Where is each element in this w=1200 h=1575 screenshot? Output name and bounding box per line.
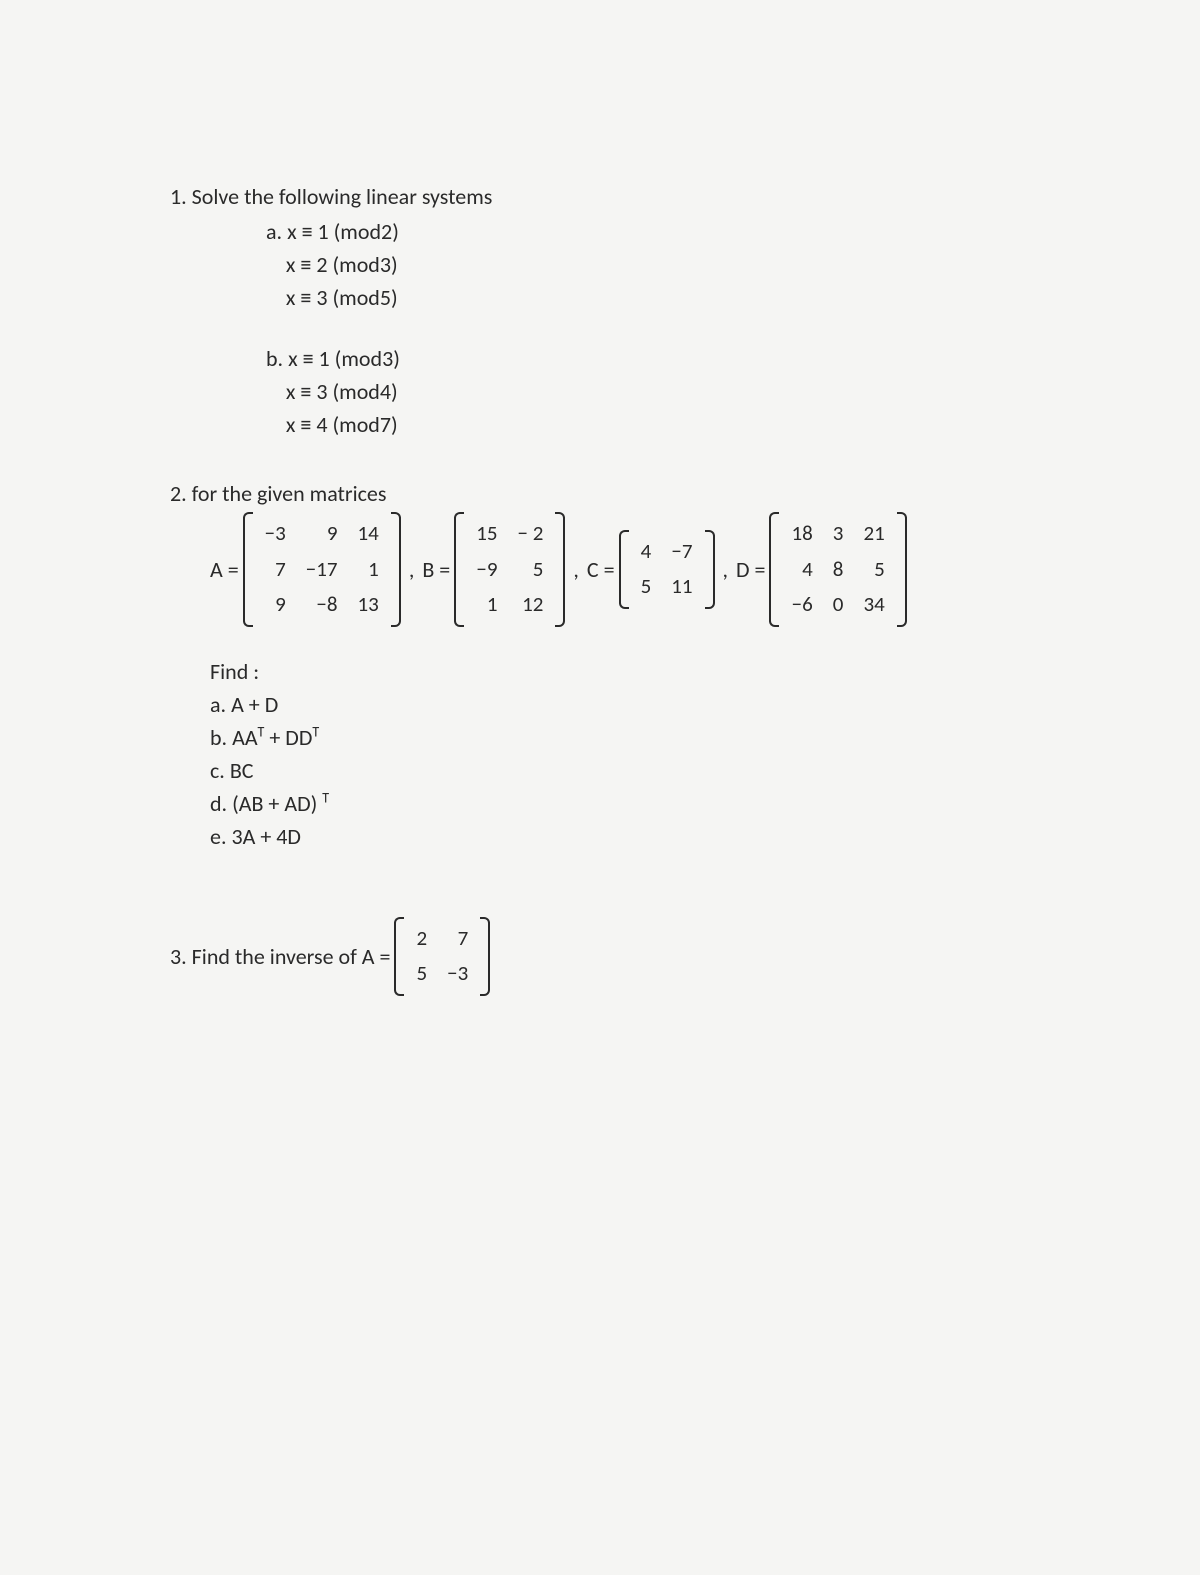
item-d-T: T bbox=[322, 789, 329, 806]
matrix-B: 15− 2 −95 112 bbox=[454, 512, 565, 627]
item-c: c. BC bbox=[210, 754, 1060, 787]
D-1-0: 4 bbox=[781, 552, 822, 588]
A-2-1: −8 bbox=[296, 587, 348, 623]
find-label: Find : bbox=[210, 655, 1060, 688]
comma-2: , bbox=[573, 553, 579, 586]
q1-a-line-2: x ≡ 3 (mod5) bbox=[286, 284, 398, 311]
M-1-0: 5 bbox=[406, 956, 437, 992]
item-a: a. A + D bbox=[210, 688, 1060, 721]
M-0-1: 7 bbox=[437, 921, 478, 957]
item-e: e. 3A + 4D bbox=[210, 820, 1060, 853]
A-1-0: 7 bbox=[255, 552, 296, 588]
q2-matrices: A = −3914 7−171 9−813 , B = 15− 2 −95 11… bbox=[170, 512, 1060, 627]
item-d-pre: d. (AB + AD) bbox=[210, 790, 322, 817]
A-2-0: 9 bbox=[255, 587, 296, 623]
A-0-2: 14 bbox=[348, 516, 389, 552]
item-b-T2: T bbox=[312, 723, 319, 740]
C-0-1: −7 bbox=[661, 534, 702, 570]
matrix-B-table: 15− 2 −95 112 bbox=[466, 516, 553, 623]
q1-title: 1. Solve the following linear systems bbox=[170, 180, 1060, 213]
item-b-pre: b. AA bbox=[210, 724, 258, 751]
D-1-1: 8 bbox=[823, 552, 854, 588]
A-1-2: 1 bbox=[348, 552, 389, 588]
q1-a-line-1-row: x ≡ 2 (mod3) bbox=[170, 248, 1060, 281]
D-0-2: 21 bbox=[853, 516, 894, 552]
question-3: 3. Find the inverse of A = 27 5−3 bbox=[170, 917, 1060, 996]
q1-b: b. x ≡ 1 (mod3) bbox=[170, 342, 1060, 375]
C-1-0: 5 bbox=[631, 569, 662, 605]
matrix-C: 4−7 511 bbox=[619, 530, 715, 609]
D-2-2: 34 bbox=[853, 587, 894, 623]
D-2-1: 0 bbox=[823, 587, 854, 623]
q1-a-line-0: x ≡ 1 (mod2) bbox=[287, 218, 399, 245]
q1-b-line-1-row: x ≡ 3 (mod4) bbox=[170, 375, 1060, 408]
M-1-1: −3 bbox=[437, 956, 478, 992]
matrix-q3: 27 5−3 bbox=[394, 917, 490, 996]
q1-b-line-0: x ≡ 1 (mod3) bbox=[288, 345, 400, 372]
q2-title: 2. for the given matrices bbox=[170, 477, 1060, 510]
item-d: d. (AB + AD) T bbox=[210, 787, 1060, 820]
q1-b-line-2: x ≡ 4 (mod7) bbox=[286, 411, 398, 438]
A-label: A = bbox=[210, 553, 239, 586]
comma-1: , bbox=[409, 553, 415, 586]
B-1-1: 5 bbox=[508, 552, 554, 588]
A-0-1: 9 bbox=[296, 516, 348, 552]
D-0-0: 18 bbox=[781, 516, 822, 552]
item-b: b. AAT + DDT bbox=[210, 721, 1060, 754]
D-2-0: −6 bbox=[781, 587, 822, 623]
matrix-D: 18321 485 −6034 bbox=[769, 512, 906, 627]
question-2: 2. for the given matrices A = −3914 7−17… bbox=[170, 477, 1060, 853]
B-0-0: 15 bbox=[466, 516, 507, 552]
A-0-0: −3 bbox=[255, 516, 296, 552]
B-2-0: 1 bbox=[466, 587, 507, 623]
matrix-C-table: 4−7 511 bbox=[631, 534, 703, 605]
D-label: D = bbox=[736, 553, 765, 586]
A-1-1: −17 bbox=[296, 552, 348, 588]
B-1-0: −9 bbox=[466, 552, 507, 588]
q1-b-line-1: x ≡ 3 (mod4) bbox=[286, 378, 398, 405]
B-0-1: − 2 bbox=[508, 516, 554, 552]
D-0-1: 3 bbox=[823, 516, 854, 552]
matrix-A: −3914 7−171 9−813 bbox=[243, 512, 401, 627]
q1-a-line-1: x ≡ 2 (mod3) bbox=[286, 251, 398, 278]
q3-title: 3. Find the inverse of A = bbox=[170, 940, 390, 973]
matrix-D-table: 18321 485 −6034 bbox=[781, 516, 894, 623]
matrix-q3-table: 27 5−3 bbox=[406, 921, 478, 992]
q1-a: a. x ≡ 1 (mod2) bbox=[170, 215, 1060, 248]
q1-a-line-2-row: x ≡ 3 (mod5) bbox=[170, 281, 1060, 314]
B-2-1: 12 bbox=[508, 587, 554, 623]
item-b-mid: + DD bbox=[264, 724, 312, 751]
matrix-A-table: −3914 7−171 9−813 bbox=[255, 516, 389, 623]
M-0-0: 2 bbox=[406, 921, 437, 957]
A-2-2: 13 bbox=[348, 587, 389, 623]
D-1-2: 5 bbox=[853, 552, 894, 588]
find-block: Find : a. A + D b. AAT + DDT c. BC d. (A… bbox=[170, 655, 1060, 853]
B-label: B = bbox=[422, 553, 450, 586]
question-1: 1. Solve the following linear systems a.… bbox=[170, 180, 1060, 441]
C-label: C = bbox=[587, 553, 615, 586]
q1-b-label: b. bbox=[266, 345, 283, 372]
comma-3: , bbox=[723, 553, 729, 586]
page: 1. Solve the following linear systems a.… bbox=[0, 0, 1200, 1575]
C-0-0: 4 bbox=[631, 534, 662, 570]
C-1-1: 11 bbox=[661, 569, 702, 605]
q1-b-line-2-row: x ≡ 4 (mod7) bbox=[170, 408, 1060, 441]
q1-a-label: a. bbox=[266, 218, 282, 245]
